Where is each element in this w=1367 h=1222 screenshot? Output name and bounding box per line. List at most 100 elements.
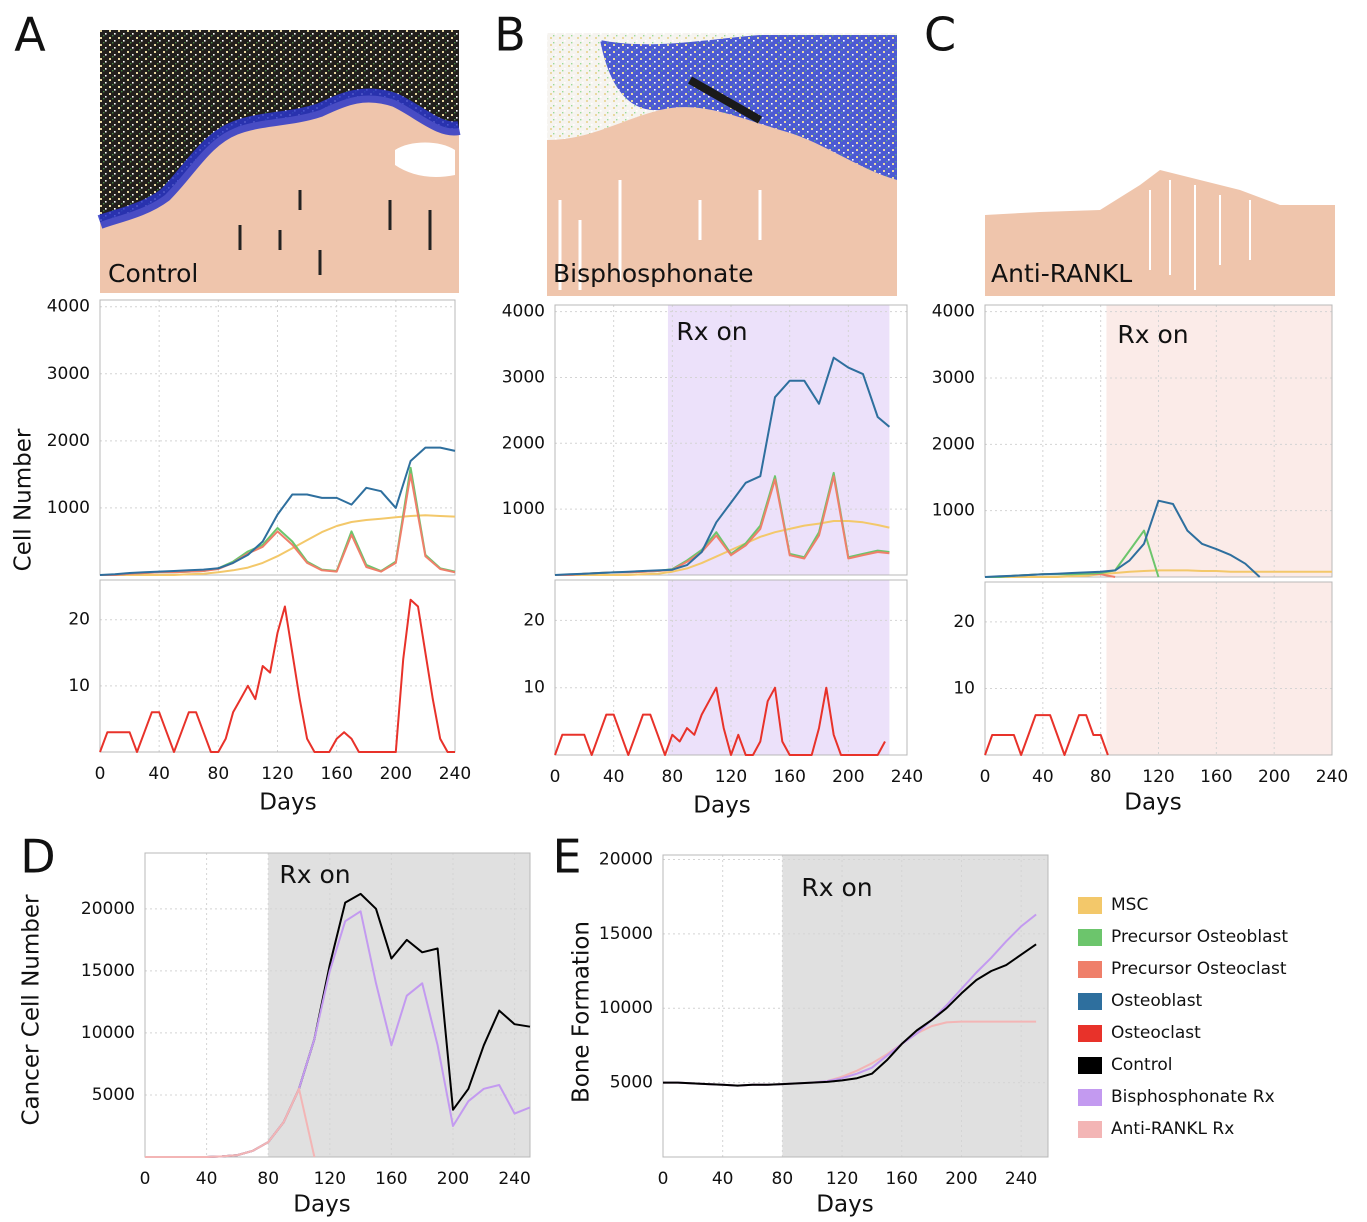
series-line	[100, 514, 456, 576]
legend-swatch	[1078, 1089, 1102, 1106]
x-tick-label: 0	[550, 767, 561, 787]
x-tick-label: 240	[1316, 767, 1348, 787]
y-tick-label: 3000	[502, 367, 545, 387]
x-tick-label: 80	[772, 1169, 794, 1189]
image-label: Anti-RANKL	[991, 259, 1132, 288]
cell-speckles	[100, 30, 459, 222]
simulation-image-a	[97, 30, 461, 293]
series-line	[985, 569, 1332, 578]
series-line	[554, 356, 891, 576]
y-tick-label: 3000	[932, 368, 975, 388]
x-axis-label: Days	[259, 790, 316, 816]
rx-annotation: Rx on	[279, 860, 350, 889]
rx-annotation: Rx on	[676, 317, 747, 346]
y-tick-label: 10	[523, 678, 545, 698]
legend-label: Control	[1111, 1055, 1172, 1075]
panel-letter: C	[924, 8, 956, 62]
cell-streaks	[238, 190, 432, 275]
y-tick-label: 4000	[932, 302, 975, 322]
legend-label: Precursor Osteoblast	[1111, 927, 1288, 947]
bone-region	[985, 170, 1335, 296]
panel-letter: D	[20, 830, 55, 884]
x-tick-label: 0	[140, 1169, 151, 1189]
legend-swatch	[1078, 1121, 1102, 1138]
x-tick-label: 120	[1142, 767, 1174, 787]
x-tick-label: 240	[498, 1169, 530, 1189]
rx-shade	[268, 853, 530, 1157]
x-tick-label: 240	[439, 764, 471, 784]
y-tick-label: 5000	[610, 1073, 653, 1093]
x-tick-label: 120	[314, 1169, 346, 1189]
x-tick-label: 80	[1090, 767, 1112, 787]
y-tick-label: 20	[953, 612, 975, 632]
y-tick-label: 2000	[932, 434, 975, 454]
white-streaks	[558, 180, 762, 290]
x-tick-label: 40	[712, 1169, 734, 1189]
y-tick-label: 15000	[599, 924, 653, 944]
rx-shade	[667, 305, 890, 575]
series-line	[555, 520, 890, 576]
legend-swatch	[1078, 961, 1102, 978]
y-tick-label: 3000	[47, 364, 90, 384]
x-axis-label: Days	[816, 1192, 873, 1218]
x-tick-label: 0	[95, 764, 106, 784]
rx-shade	[1106, 582, 1332, 755]
x-tick-label: 120	[715, 767, 747, 787]
y-tick-label: 2000	[502, 433, 545, 453]
y-tick-label: 1000	[47, 498, 90, 518]
panel-letter: E	[552, 830, 581, 884]
x-tick-label: 160	[320, 764, 352, 784]
x-tick-label: 200	[1258, 767, 1290, 787]
x-tick-label: 80	[257, 1169, 279, 1189]
plot-frame	[99, 579, 456, 753]
y-axis-label: Cell Number	[11, 428, 37, 571]
series-line	[145, 1087, 316, 1158]
y-tick-label: 4000	[47, 297, 90, 317]
x-tick-label: 40	[603, 767, 625, 787]
x-tick-label: 40	[148, 764, 170, 784]
y-tick-label: 1000	[932, 501, 975, 521]
rx-annotation: Rx on	[801, 873, 872, 902]
x-axis-label: Days	[693, 793, 750, 819]
image-label: Control	[108, 259, 198, 288]
rx-annotation: Rx on	[1117, 320, 1188, 349]
y-tick-label: 15000	[81, 961, 135, 981]
x-tick-label: 0	[658, 1169, 669, 1189]
x-axis-label: Days	[293, 1192, 350, 1218]
resorption-pit	[395, 142, 455, 177]
legend-swatch	[1078, 1057, 1102, 1074]
y-tick-label: 10	[953, 678, 975, 698]
y-tick-label: 10000	[81, 1023, 135, 1043]
series-line	[984, 714, 1109, 756]
legend-label: Osteoclast	[1111, 1023, 1201, 1043]
y-axis-label: Cancer Cell Number	[19, 894, 45, 1126]
x-tick-label: 40	[196, 1169, 218, 1189]
simulation-image-c	[985, 170, 1335, 296]
x-tick-label: 200	[437, 1169, 469, 1189]
y-axis-label: Bone Formation	[569, 921, 595, 1103]
y-tick-label: 1000	[502, 499, 545, 519]
x-tick-label: 160	[886, 1169, 918, 1189]
x-tick-label: 240	[1005, 1169, 1037, 1189]
legend: MSC Precursor Osteoblast Precursor Osteocl…	[1078, 895, 1288, 1139]
legend-swatch	[1078, 993, 1102, 1010]
y-tick-label: 5000	[92, 1085, 135, 1105]
plot-frame	[144, 852, 531, 1158]
simulation-image-b	[547, 33, 897, 296]
y-tick-label: 10	[68, 676, 90, 696]
y-tick-label: 2000	[47, 431, 90, 451]
series-line	[99, 598, 455, 753]
plot-frame	[984, 581, 1333, 756]
legend-swatch	[1078, 929, 1102, 946]
series-line	[554, 686, 886, 756]
x-tick-label: 120	[826, 1169, 858, 1189]
series-line	[99, 446, 456, 576]
panel-letter: B	[494, 8, 526, 62]
x-tick-label: 200	[945, 1169, 977, 1189]
plot-frame	[554, 304, 908, 576]
legend-label: Precursor Osteoclast	[1111, 959, 1287, 979]
plot-frame	[99, 299, 456, 576]
rx-shade	[667, 580, 890, 755]
